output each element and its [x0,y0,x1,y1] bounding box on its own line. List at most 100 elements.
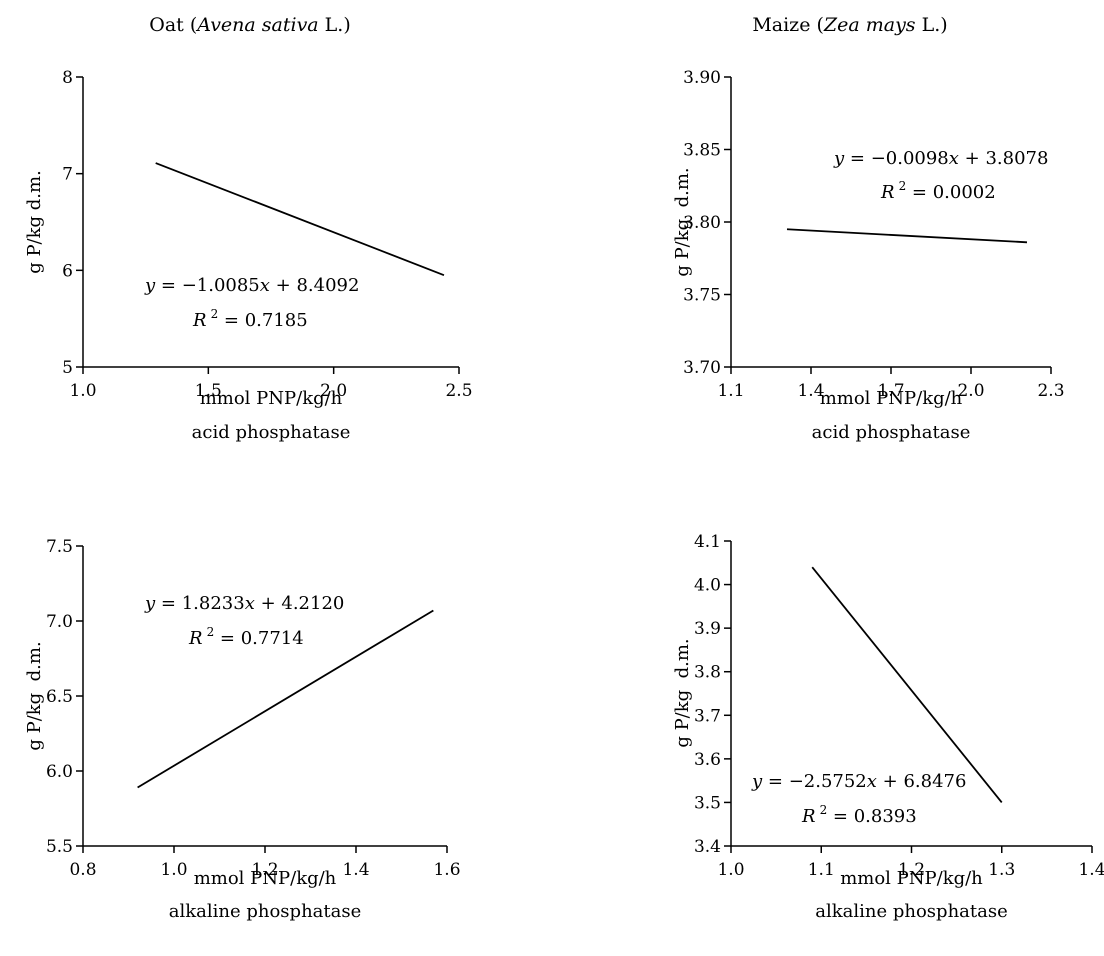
maize-alkaline-y-tick-label: 3.6 [694,750,721,770]
oat-acid-equation-slope: = −1.0085 [155,275,260,296]
maize-title-suffix: L.) [915,14,948,36]
oat-acid-equation-x: x [260,275,270,296]
oat-alkaline-r-superscript: 2 [207,625,215,639]
maize-alkaline-y-tick-label: 3.4 [694,837,721,857]
maize-acid-y-tick-label: 3.80 [683,213,721,233]
oat-alkaline-equation-y: y [144,593,156,614]
maize-acid-equation: y = −0.0098x + 3.8078 [833,148,1048,169]
maize-acid-panel: 3.70 3.75 3.80 3.85 3.90 1.1 1.4 1.7 2.0 2.3 y = −… [672,68,1065,443]
maize-alkaline-equation: y = −2.5752x + 6.8476 [751,771,966,792]
maize-alkaline-equation-slope: = −2.5752 [762,771,867,792]
maize-alkaline-panel: 3.4 3.5 3.6 3.7 3.8 3.9 4.0 4.1 1.0 1.1 1.2 1.3 1.4 y… [672,532,1104,922]
oat-alkaline-equation-intercept: + 4.2120 [255,593,345,614]
maize-alkaline-equation-x: x [867,771,877,792]
maize-acid-equation-y: y [833,148,845,169]
maize-alkaline-y-tick-label: 3.8 [694,663,721,683]
maize-alkaline-y-tick-label: 4.0 [694,576,721,596]
oat-acid-y-tick-label: 8 [62,68,73,88]
oat-acid-panel: 5 6 7 8 1.0 1.5 2.0 2.5 y = −1.0085x + 8.4092 R 2 … [24,68,473,443]
maize-acid-y-tick-label: 3.90 [683,68,721,88]
maize-acid-x-tick-label: 2.3 [1037,381,1064,401]
maize-title-latin: Zea mays [823,14,916,36]
maize-alkaline-y-tick-label: 3.7 [694,706,721,726]
oat-alkaline-x-tick-label: 0.8 [69,860,96,880]
maize-acid-y-tick-label: 3.70 [683,358,721,378]
oat-alkaline-r-value: = 0.7714 [214,628,304,649]
oat-title-name: Oat ( [149,14,198,36]
maize-alkaline-y-tick-label: 3.9 [694,619,721,639]
maize-alkaline-r-value: = 0.8393 [827,806,917,827]
maize-acid-x-tick-label: 1.1 [717,381,744,401]
maize-alkaline-x-tick-label: 1.1 [808,860,835,880]
oat-alkaline-x-tick-label: 1.6 [433,860,460,880]
oat-acid-y-tick-label: 7 [62,165,73,185]
oat-acid-r-symbol: R [192,310,207,331]
oat-acid-x-tick-label: 1.0 [69,381,96,401]
maize-alkaline-y-tick-label: 4.1 [694,532,721,552]
maize-alkaline-regression-line [811,566,1003,803]
maize-title-name: Maize ( [752,14,824,36]
maize-acid-x-tick-label: 1.4 [797,381,824,401]
oat-acid-x-label: mmol PNP/kg/h [200,388,343,409]
oat-alkaline-equation-x: x [245,593,255,614]
oat-alkaline-x-tick-label: 1.4 [342,860,369,880]
maize-alkaline-x-tick-label: 1.0 [717,860,744,880]
oat-alkaline-y-label: g P/kg d.m. [24,641,45,750]
oat-acid-y-tick-label: 6 [62,261,73,281]
maize-acid-r-superscript: 2 [899,179,907,193]
maize-alkaline-equation-intercept: + 6.8476 [877,771,967,792]
oat-acid-x-tick-label: 2.5 [445,381,472,401]
oat-alkaline-y-tick-label: 6.0 [46,762,73,782]
maize-alkaline-r-symbol: R [801,806,816,827]
maize-alkaline-x-tick-label: 1.4 [1078,860,1104,880]
oat-acid-x-label-enzyme: acid phosphatase [192,422,351,443]
oat-alkaline-y-tick-label: 7.5 [46,537,73,557]
maize-alkaline-equation-y: y [751,771,763,792]
oat-acid-regression-line [155,162,445,277]
maize-alkaline-x-label: mmol PNP/kg/h [840,868,983,889]
maize-acid-regression-line [786,228,1028,244]
maize-alkaline-r-superscript: 2 [820,803,828,817]
oat-title-suffix: L.) [318,14,351,36]
oat-alkaline-equation-slope: = 1.8233 [155,593,245,614]
oat-alkaline-r-symbol: R [188,628,203,649]
maize-acid-y-tick-label: 3.75 [683,286,721,306]
maize-acid-x-tick-label: 2.0 [957,381,984,401]
maize-acid-x-label-enzyme: acid phosphatase [812,422,971,443]
oat-alkaline-panel: 5.5 6.0 6.5 7.0 7.5 0.8 1.0 1.2 1.4 1.6 y = 1.8233… [24,537,461,922]
oat-acid-x-tick-label: 2.0 [320,381,347,401]
maize-alkaline-y-label: g P/kg d.m. [672,638,693,747]
maize-acid-y-tick-label: 3.85 [683,141,721,161]
maize-acid-equation-slope: = −0.0098 [844,148,949,169]
oat-acid-y-label: g P/kg d.m. [24,170,45,274]
oat-alkaline-x-tick-label: 1.0 [160,860,187,880]
oat-acid-y-tick-label: 5 [62,358,73,378]
oat-alkaline-regression-line [137,609,434,789]
maize-acid-r-value: = 0.0002 [906,182,996,203]
maize-acid-y-label: g P/kg d.m. [672,167,693,276]
oat-acid-x-tick-label: 1.5 [195,381,222,401]
oat-acid-r-superscript: 2 [211,307,219,321]
oat-title-latin: Avena sativa [197,14,319,36]
oat-acid-r-value: = 0.7185 [218,310,308,331]
maize-acid-r-symbol: R [880,182,895,203]
oat-alkaline-equation: y = 1.8233x + 4.2120 [144,593,344,614]
maize-alkaline-x-tick-label: 1.3 [988,860,1015,880]
maize-acid-x-label: mmol PNP/kg/h [820,388,963,409]
oat-acid-equation-intercept: + 8.4092 [270,275,360,296]
maize-acid-equation-intercept: + 3.8078 [959,148,1049,169]
oat-alkaline-y-tick-label: 7.0 [46,612,73,632]
maize-acid-equation-x: x [949,148,959,169]
oat-alkaline-y-tick-label: 6.5 [46,687,73,707]
maize-alkaline-x-label-enzyme: alkaline phosphatase [815,901,1008,922]
maize-column-title: Maize (Zea mays L.) [640,14,1060,36]
oat-acid-equation: y = −1.0085x + 8.4092 [144,275,359,296]
oat-alkaline-x-tick-label: 1.2 [251,860,278,880]
oat-column-title: Oat (Avena sativa L.) [40,14,460,36]
oat-alkaline-x-label: mmol PNP/kg/h [194,868,337,889]
